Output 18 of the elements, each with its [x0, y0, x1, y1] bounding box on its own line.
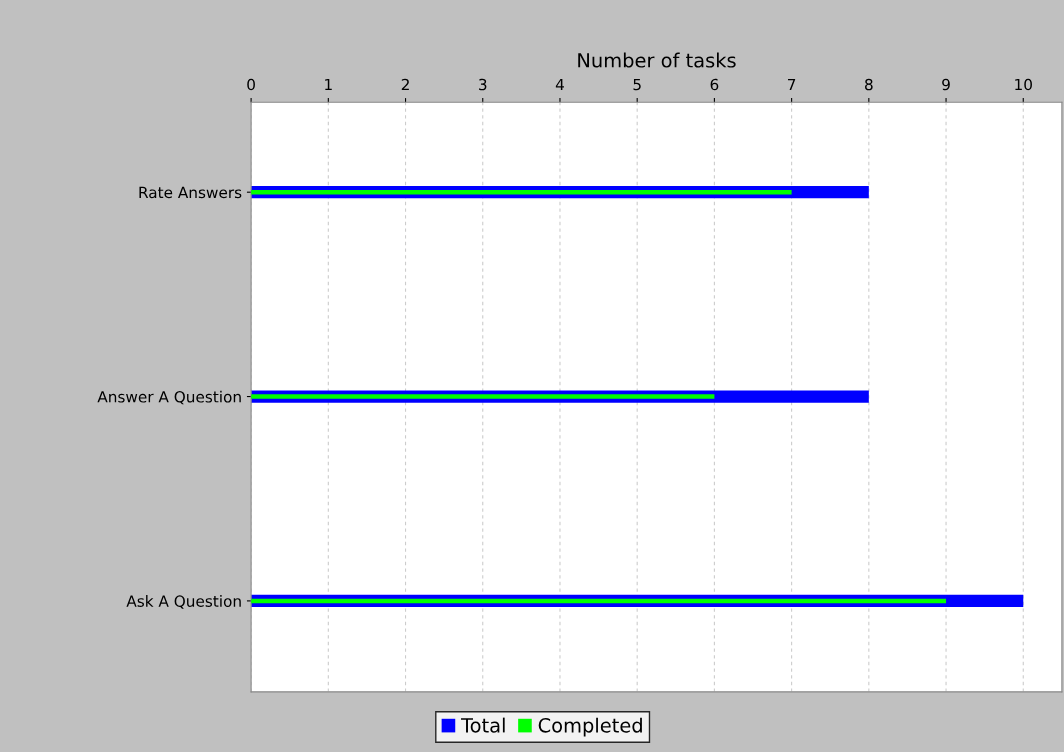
x-tick-label: 9 — [942, 78, 950, 91]
legend-label: Total — [461, 717, 505, 733]
bar — [251, 394, 715, 399]
x-tick-label: 6 — [710, 78, 719, 91]
x-tick-label: 8 — [865, 78, 873, 91]
y-tick-label: Rate Answers — [139, 186, 242, 199]
legend-label: Completed — [538, 717, 642, 737]
y-tick-label: Answer A Question — [97, 390, 241, 405]
x-tick-label: 10 — [1015, 78, 1032, 91]
x-tick-label: 0 — [247, 78, 255, 91]
x-axis-title: Number of tasks — [578, 52, 736, 68]
x-tick-label: 2 — [401, 78, 409, 91]
x-tick-label: 1 — [325, 78, 332, 91]
y-tick-label: Ask A Question — [126, 595, 241, 609]
x-tick-label: 3 — [479, 78, 487, 91]
x-tick-label: 5 — [633, 78, 641, 91]
x-tick-label: 4 — [555, 78, 564, 91]
x-tick-label: 7 — [788, 78, 796, 91]
